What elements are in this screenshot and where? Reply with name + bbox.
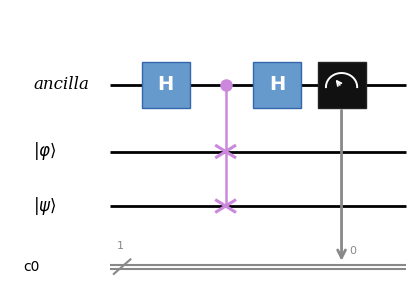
Text: H: H [268,75,285,94]
Bar [317,62,365,108]
Text: H: H [157,75,173,94]
Bar [253,62,301,108]
Bar [141,62,189,108]
Text: ancilla: ancilla [33,76,89,93]
Text: c0: c0 [23,260,39,274]
Text: $|\varphi\rangle$: $|\varphi\rangle$ [33,141,57,162]
Text: 0: 0 [349,246,356,256]
Text: $|\psi\rangle$: $|\psi\rangle$ [33,195,57,217]
Text: 1: 1 [116,241,123,251]
